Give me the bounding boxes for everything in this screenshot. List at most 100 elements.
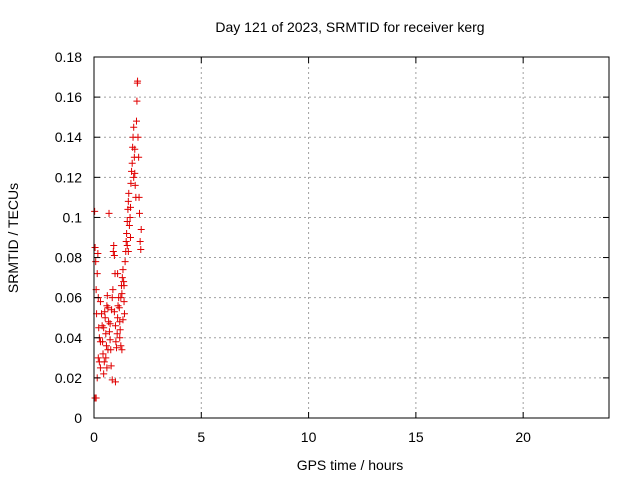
data-point (100, 370, 108, 378)
data-point (122, 238, 130, 246)
data-point (133, 97, 141, 105)
data-point (94, 354, 102, 362)
data-point (118, 346, 126, 354)
data-point (99, 350, 107, 358)
data-point (104, 304, 112, 312)
data-point (111, 378, 119, 386)
data-point (119, 266, 127, 274)
data-point (96, 364, 104, 372)
data-point (120, 282, 128, 290)
data-point (109, 248, 117, 256)
data-point (119, 316, 127, 324)
chart-title: Day 121 of 2023, SRMTID for receiver ker… (215, 19, 484, 35)
data-point (109, 286, 117, 294)
data-point (134, 77, 142, 85)
data-point (94, 250, 102, 258)
data-point (135, 209, 143, 217)
data-point (135, 193, 143, 201)
data-point (120, 310, 128, 318)
data-point (131, 145, 139, 153)
grid-layer (94, 57, 609, 418)
data-point (102, 342, 110, 350)
tick-labels: 0 5 10 15 20 0 0.02 0.04 0.06 0.08 0.1 0.12 0.14 0.16… (55, 49, 531, 445)
y-tick-label: 0 (74, 410, 82, 426)
y-tick-label: 0.02 (55, 370, 82, 386)
x-tick-label: 10 (301, 429, 317, 445)
y-tick-label: 0.12 (55, 169, 82, 185)
y-tick-label: 0.06 (55, 290, 82, 306)
x-tick-label: 0 (90, 429, 98, 445)
data-point (126, 203, 134, 211)
data-point (96, 298, 104, 306)
data-point (137, 246, 145, 254)
data-point (91, 244, 99, 252)
data-point (113, 344, 121, 352)
y-tick-label: 0.1 (63, 209, 83, 225)
data-point (104, 346, 112, 354)
data-point (125, 189, 133, 197)
data-point (105, 209, 113, 217)
data-point (102, 354, 110, 362)
data-point (130, 173, 138, 181)
data-point (111, 322, 119, 330)
y-tick-label: 0.14 (55, 129, 82, 145)
data-point (125, 221, 133, 229)
data-point (132, 117, 140, 125)
data-point (124, 197, 132, 205)
data-point (110, 252, 118, 260)
data-point (126, 234, 134, 241)
y-tick-label: 0.18 (55, 49, 82, 65)
data-point (121, 258, 129, 266)
data-point (96, 338, 104, 346)
data-point (123, 242, 131, 250)
y-tick-label: 0.16 (55, 89, 82, 105)
data-point (131, 181, 139, 189)
data-point (120, 298, 128, 306)
scatter-points (91, 77, 145, 402)
data-point (131, 169, 139, 177)
data-point (92, 258, 100, 266)
data-point (103, 292, 111, 300)
data-point (110, 308, 118, 316)
data-point (105, 328, 113, 336)
data-point (108, 294, 116, 302)
data-point (102, 330, 110, 338)
plot-frame (93, 56, 610, 419)
data-point (135, 153, 143, 161)
data-point (100, 324, 108, 332)
data-point (137, 225, 145, 233)
data-point (93, 270, 101, 278)
data-point (110, 242, 118, 250)
data-point (136, 238, 144, 246)
data-point (127, 179, 135, 187)
data-point (130, 123, 138, 131)
data-point (128, 159, 136, 167)
data-point (123, 217, 131, 225)
tick-marks (93, 56, 609, 419)
data-point (118, 290, 126, 298)
data-point (117, 342, 125, 350)
data-point (118, 274, 126, 282)
data-point (113, 330, 121, 338)
data-point (106, 320, 114, 328)
data-point (116, 326, 124, 334)
data-point (134, 133, 142, 141)
data-point (101, 314, 109, 322)
data-point (100, 358, 108, 366)
data-point (114, 314, 122, 322)
y-tick-label: 0.08 (55, 250, 82, 266)
data-point (117, 294, 125, 302)
y-tick-label: 0.04 (55, 330, 82, 346)
data-point (101, 308, 109, 316)
data-point (106, 336, 114, 344)
data-point (126, 213, 134, 221)
data-point (91, 207, 99, 215)
data-point (107, 362, 115, 370)
x-tick-label: 5 (197, 429, 205, 445)
data-point (103, 364, 111, 372)
data-point (123, 229, 131, 237)
data-point (115, 304, 123, 312)
data-point (112, 338, 120, 346)
